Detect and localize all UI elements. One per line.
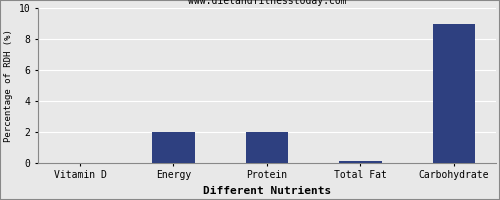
Y-axis label: Percentage of RDH (%): Percentage of RDH (%) xyxy=(4,29,13,142)
Text: www.dietandfitnesstoday.com: www.dietandfitnesstoday.com xyxy=(188,0,346,6)
Bar xyxy=(246,132,288,163)
Bar xyxy=(433,24,475,163)
Bar xyxy=(340,161,382,163)
X-axis label: Different Nutrients: Different Nutrients xyxy=(203,186,331,196)
Bar xyxy=(152,132,194,163)
